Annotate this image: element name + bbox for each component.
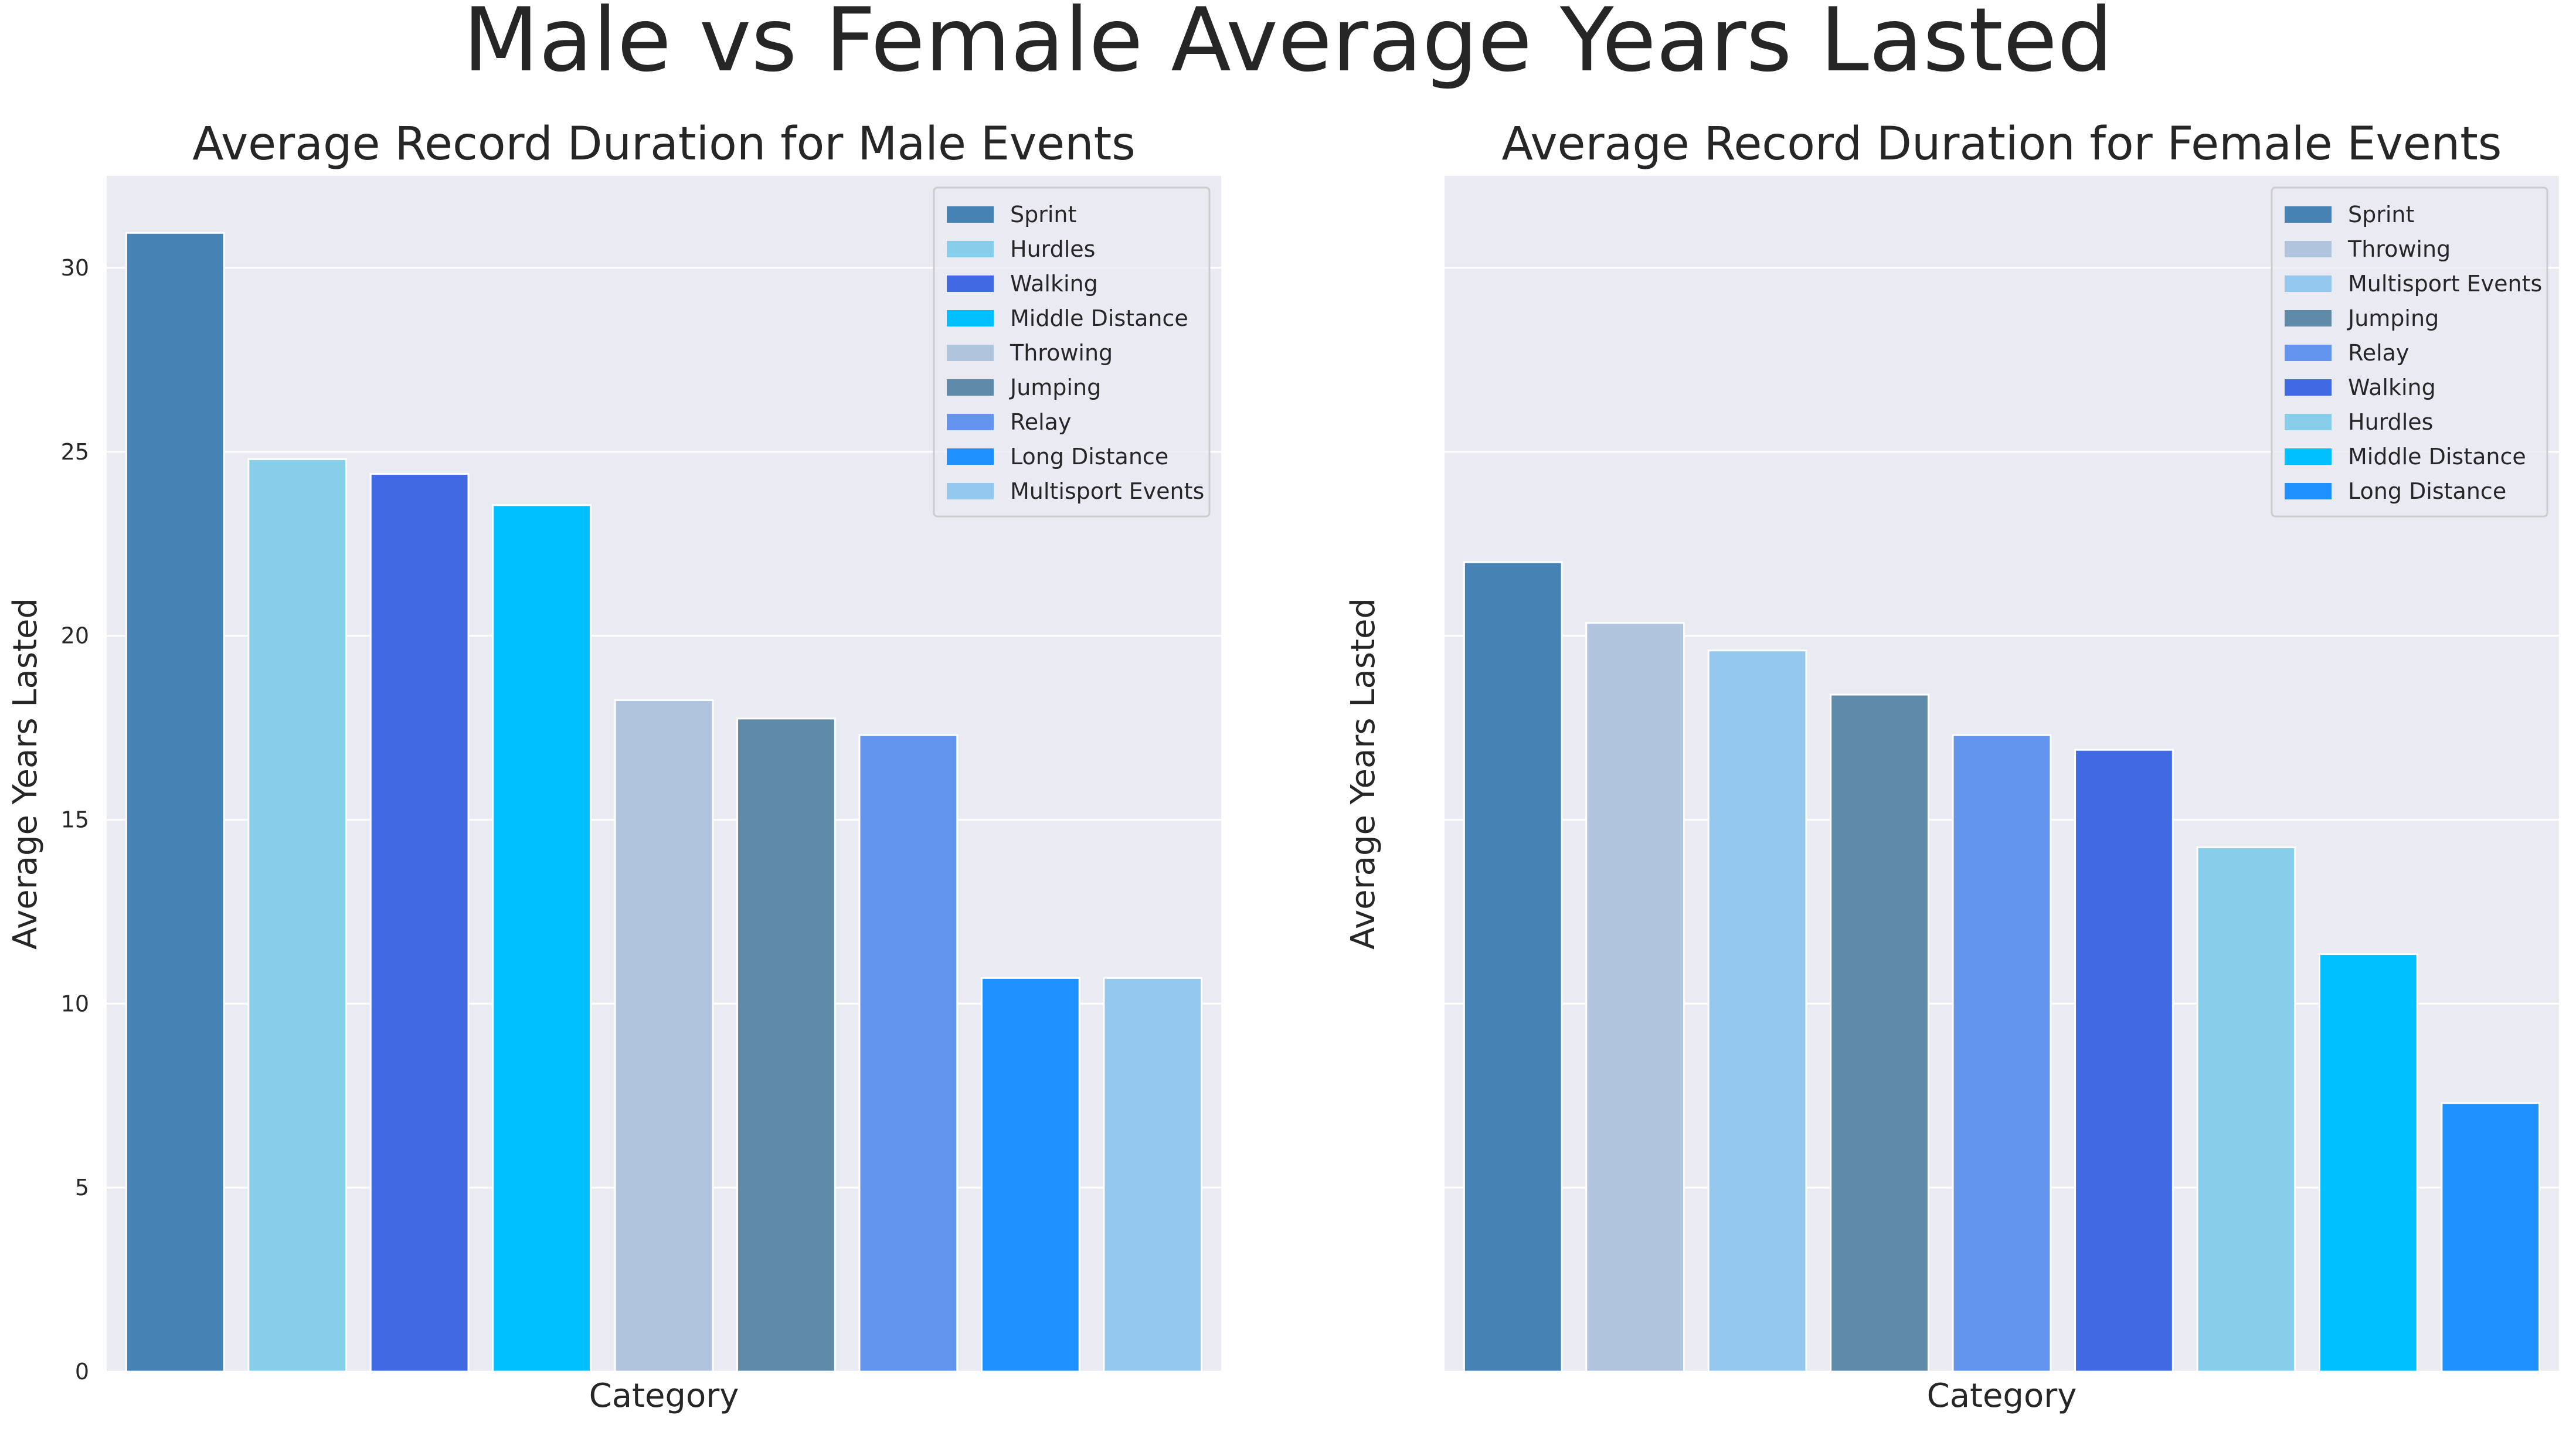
male-y-tick-label: 30 xyxy=(61,255,89,281)
male-bar-hurdles xyxy=(247,458,348,1373)
male-y-tick-label: 0 xyxy=(75,1359,89,1385)
male-y-tick-label: 10 xyxy=(61,991,89,1016)
male-legend-swatch-walking xyxy=(947,275,994,292)
male-legend-entry-long-distance: Long Distance xyxy=(1010,444,1168,470)
female-bar-middle-distance xyxy=(2318,953,2418,1373)
female-y-axis-label: Average Years Lasted xyxy=(1344,598,1382,950)
female-legend-swatch-throwing xyxy=(2285,241,2332,257)
male-legend-swatch-relay xyxy=(947,414,994,430)
male-legend-swatch-throwing xyxy=(947,345,994,361)
female-legend-entry-multisport-events: Multisport Events xyxy=(2348,271,2542,297)
female-bar-long-distance xyxy=(2441,1102,2541,1373)
figure-suptitle: Male vs Female Average Years Lasted xyxy=(463,0,2113,91)
male-legend-swatch-jumping xyxy=(947,379,994,396)
female-legend-swatch-hurdles xyxy=(2285,414,2332,430)
male-y-tick-label: 25 xyxy=(61,439,89,465)
male-legend-entry-middle-distance: Middle Distance xyxy=(1010,305,1188,331)
male-bar-throwing xyxy=(614,699,714,1373)
male-bar-walking xyxy=(369,472,470,1373)
female-chart-title: Average Record Duration for Female Event… xyxy=(1502,118,2502,171)
female-legend-entry-relay: Relay xyxy=(2348,340,2409,366)
female-bar-multisport-events xyxy=(1707,649,1807,1373)
male-legend-entry-relay: Relay xyxy=(1010,409,1071,435)
female-legend-swatch-multisport-events xyxy=(2285,275,2332,292)
female-bar-jumping xyxy=(1830,693,1929,1373)
female-bar-throwing xyxy=(1585,622,1685,1373)
female-legend: Sprint Throwing Multisport Events Jumping Re… xyxy=(2271,186,2548,518)
female-legend-swatch-sprint xyxy=(2285,206,2332,223)
male-legend-swatch-hurdles xyxy=(947,241,994,257)
male-legend-entry-throwing: Throwing xyxy=(1010,340,1113,366)
female-bar-sprint xyxy=(1463,561,1563,1373)
male-y-tick-label: 5 xyxy=(75,1175,89,1200)
male-legend-swatch-multisport-events xyxy=(947,483,994,499)
female-x-axis-label: Category xyxy=(1927,1377,2077,1415)
male-legend-entry-jumping: Jumping xyxy=(1009,375,1101,400)
female-chart-panel: Average Record Duration for Female Event… xyxy=(1344,118,2559,1415)
female-legend-entry-jumping: Jumping xyxy=(2347,305,2439,331)
male-chart-title: Average Record Duration for Male Events xyxy=(192,118,1136,171)
female-legend-entry-middle-distance: Middle Distance xyxy=(2348,444,2526,470)
male-y-tick-label: 15 xyxy=(61,807,89,832)
male-x-axis-label: Category xyxy=(589,1377,739,1415)
female-bar-walking xyxy=(2074,749,2174,1373)
female-legend-entry-throwing: Throwing xyxy=(2347,236,2451,262)
female-legend-swatch-walking xyxy=(2285,379,2332,396)
male-legend-entry-sprint: Sprint xyxy=(1010,202,1076,227)
female-legend-swatch-middle-distance xyxy=(2285,448,2332,465)
male-legend-entry-hurdles: Hurdles xyxy=(1010,236,1095,262)
male-bar-multisport-events xyxy=(1103,977,1203,1373)
male-legend-frame xyxy=(933,186,1211,518)
male-legend-swatch-sprint xyxy=(947,206,994,223)
male-legend-entry-multisport-events: Multisport Events xyxy=(1010,478,1204,504)
female-legend-swatch-relay xyxy=(2285,345,2332,361)
female-legend-swatch-long-distance xyxy=(2285,483,2332,499)
male-bar-sprint xyxy=(125,232,225,1373)
male-bar-jumping xyxy=(736,717,836,1373)
male-bar-middle-distance xyxy=(492,504,592,1373)
male-bar-relay xyxy=(858,734,959,1373)
male-legend-swatch-middle-distance xyxy=(947,310,994,326)
male-legend-swatch-long-distance xyxy=(947,448,994,465)
male-legend: Sprint Hurdles Walking Middle Distance Throw… xyxy=(933,186,1211,518)
female-bar-hurdles xyxy=(2196,846,2296,1373)
female-legend-frame xyxy=(2271,186,2548,518)
male-y-tick-label: 20 xyxy=(61,623,89,649)
male-bar-long-distance xyxy=(980,977,1080,1373)
female-legend-entry-walking: Walking xyxy=(2348,375,2436,400)
male-chart-panel: 0 5 10 15 20 25 30 Average Record Duration for … xyxy=(6,118,1221,1415)
female-bar-relay xyxy=(1952,734,2052,1373)
female-legend-entry-hurdles: Hurdles xyxy=(2348,409,2433,435)
male-y-axis-label: Average Years Lasted xyxy=(6,598,45,950)
female-legend-entry-sprint: Sprint xyxy=(2348,202,2414,227)
male-legend-entry-walking: Walking xyxy=(1010,271,1098,297)
female-legend-swatch-jumping xyxy=(2285,310,2332,326)
female-legend-entry-long-distance: Long Distance xyxy=(2348,478,2506,504)
